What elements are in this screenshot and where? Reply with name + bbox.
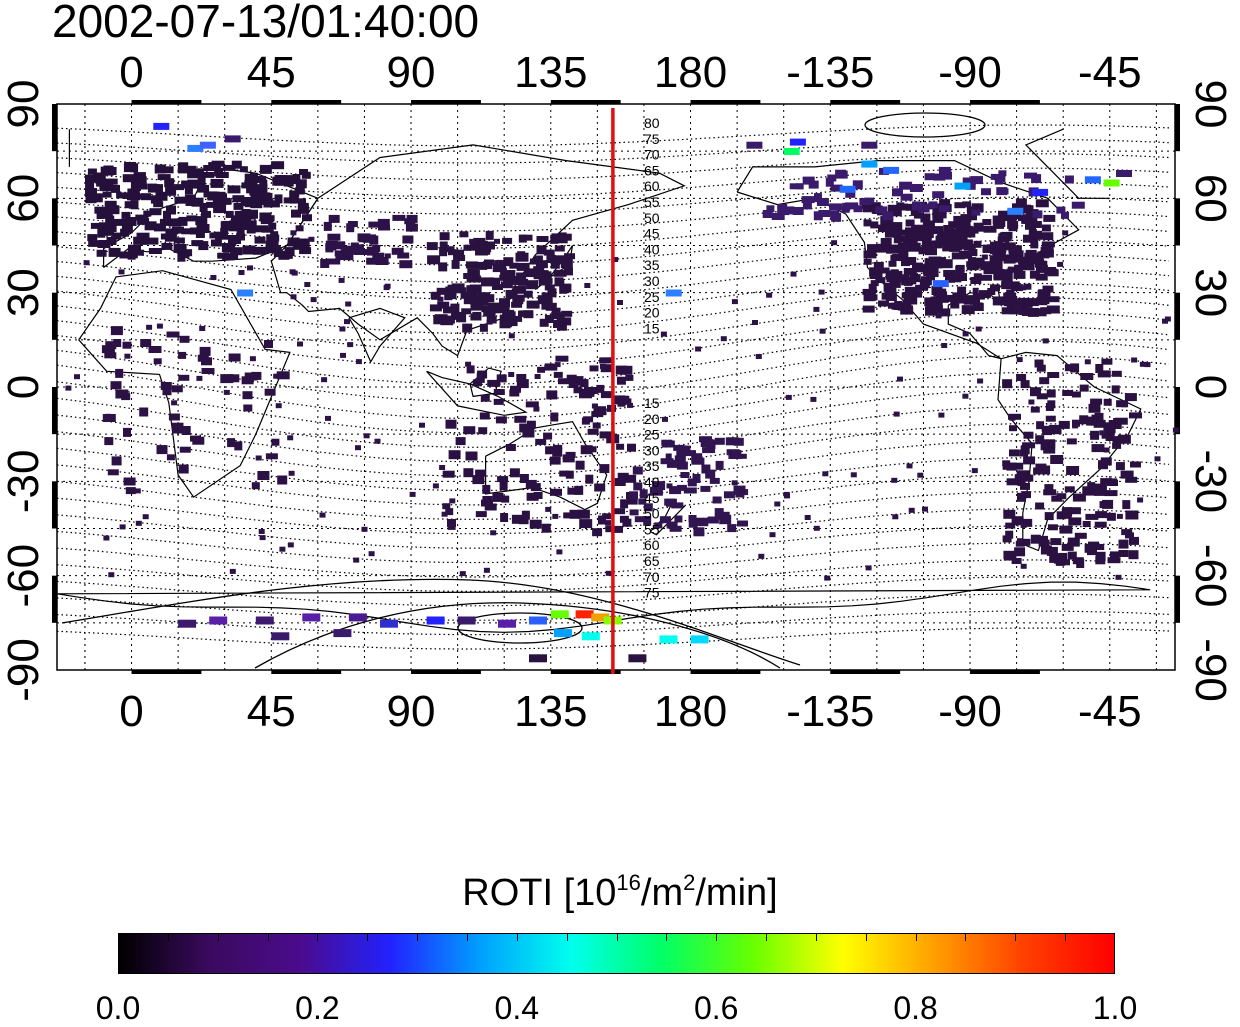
colorbar-minor-tick bbox=[766, 933, 768, 941]
top-longitude-label: 135 bbox=[514, 48, 587, 97]
contour-label-south: 30 bbox=[644, 442, 660, 458]
contour-label-south: 40 bbox=[644, 474, 660, 490]
left-latitude-label: -30 bbox=[0, 450, 48, 514]
colorbar-minor-tick bbox=[865, 933, 867, 941]
colorbar-tick-label: 1.0 bbox=[1092, 990, 1138, 1026]
contour-label-north: 35 bbox=[644, 257, 660, 273]
contour-label-north: 30 bbox=[644, 273, 660, 289]
contour-label-north: 60 bbox=[644, 178, 660, 194]
colorbar-minor-tick bbox=[965, 933, 967, 941]
contour-label-south: 50 bbox=[644, 506, 660, 522]
map-timestamp-title: 2002-07-13/01:40:00 bbox=[52, 0, 480, 47]
contour-label-south: 20 bbox=[644, 411, 660, 427]
right-latitude-label: -30 bbox=[1186, 450, 1235, 514]
colorbar-minor-tick bbox=[367, 933, 369, 941]
left-latitude-label: 90 bbox=[0, 80, 48, 129]
left-latitude-label: 30 bbox=[0, 268, 48, 317]
top-longitude-label: 45 bbox=[247, 48, 296, 97]
colorbar-minor-tick bbox=[716, 933, 718, 941]
colorbar-minor-tick bbox=[1015, 933, 1017, 941]
bottom-longitude-label: 45 bbox=[247, 687, 296, 736]
colorbar-minor-tick bbox=[815, 933, 817, 941]
top-longitude-label: 90 bbox=[387, 48, 436, 97]
top-longitude-label: 180 bbox=[654, 48, 727, 97]
map-axis-labels: 0045459090135135180180-135-135-90-90-45-… bbox=[0, 48, 1235, 736]
contour-label-south: 60 bbox=[644, 537, 660, 553]
colorbar-tick-label: 0.4 bbox=[494, 990, 540, 1026]
colorbar-minor-tick bbox=[915, 933, 917, 941]
map-frame-stripes bbox=[52, 100, 1180, 674]
right-latitude-label: 0 bbox=[1186, 375, 1235, 399]
contour-label-north: 45 bbox=[644, 226, 660, 242]
contour-label-north: 55 bbox=[644, 194, 660, 210]
colorbar-tick-label: 0.2 bbox=[295, 990, 340, 1026]
colorbar-tick-label: 0.6 bbox=[693, 990, 739, 1026]
contour-label-south: 45 bbox=[644, 490, 660, 506]
colorbar-minor-tick bbox=[417, 933, 419, 941]
contour-label-south: 35 bbox=[644, 458, 660, 474]
roti-data-cells bbox=[65, 122, 1179, 663]
colorbar-tick-label: 0.8 bbox=[893, 990, 938, 1026]
top-longitude-label: -45 bbox=[1078, 48, 1142, 97]
contour-label-south: 75 bbox=[644, 585, 660, 601]
contour-label-north: 75 bbox=[644, 131, 660, 147]
left-latitude-label: 0 bbox=[0, 375, 48, 399]
colorbar-minor-tick bbox=[217, 933, 219, 941]
left-latitude-label: -90 bbox=[0, 638, 48, 702]
contour-label-north: 70 bbox=[644, 147, 660, 163]
colorbar-minor-tick bbox=[566, 933, 568, 941]
left-latitude-label: -60 bbox=[0, 544, 48, 608]
colorbar-minor-tick bbox=[267, 933, 269, 941]
top-longitude-label: -135 bbox=[786, 48, 874, 97]
roti-world-map: 8075706560555045403530252015152025303540… bbox=[0, 48, 1235, 736]
contour-label-north: 20 bbox=[644, 305, 660, 321]
contour-labels: 8075706560555045403530252015152025303540… bbox=[644, 115, 660, 601]
contour-label-north: 50 bbox=[644, 210, 660, 226]
top-longitude-label: 0 bbox=[119, 48, 143, 97]
contour-label-north: 80 bbox=[644, 115, 660, 131]
contour-label-north: 65 bbox=[644, 162, 660, 178]
bottom-longitude-label: 135 bbox=[514, 687, 587, 736]
bottom-longitude-label: -45 bbox=[1078, 687, 1142, 736]
contour-label-south: 70 bbox=[644, 569, 660, 585]
contour-label-south: 15 bbox=[644, 395, 660, 411]
right-latitude-label: 30 bbox=[1186, 268, 1235, 317]
colorbar-minor-tick bbox=[317, 933, 319, 941]
colorbar-minor-tick bbox=[666, 933, 668, 941]
contour-label-south: 65 bbox=[644, 553, 660, 569]
right-latitude-label: -60 bbox=[1186, 544, 1235, 608]
colorbar-minor-tick bbox=[1065, 933, 1067, 941]
right-latitude-label: 60 bbox=[1186, 174, 1235, 223]
colorbar-minor-tick bbox=[516, 933, 518, 941]
contour-label-north: 25 bbox=[644, 289, 660, 305]
colorbar-tick-label: 0.0 bbox=[95, 990, 141, 1026]
contour-label-north: 15 bbox=[644, 320, 660, 336]
bottom-longitude-label: -90 bbox=[938, 687, 1002, 736]
contour-label-south: 55 bbox=[644, 521, 660, 537]
top-longitude-label: -90 bbox=[938, 48, 1002, 97]
right-latitude-label: -90 bbox=[1186, 638, 1235, 702]
colorbar-minor-tick bbox=[616, 933, 618, 941]
contour-label-south: 25 bbox=[644, 427, 660, 443]
colorbar-minor-tick bbox=[466, 933, 468, 941]
bottom-longitude-label: 90 bbox=[387, 687, 436, 736]
contour-label-north: 40 bbox=[644, 241, 660, 257]
bottom-longitude-label: 0 bbox=[119, 687, 143, 736]
bottom-longitude-label: -135 bbox=[786, 687, 874, 736]
left-latitude-label: 60 bbox=[0, 174, 48, 223]
colorbar-title: ROTI [1016/m2/min] bbox=[462, 870, 778, 914]
bottom-longitude-label: 180 bbox=[654, 687, 727, 736]
colorbar-minor-tick bbox=[167, 933, 169, 941]
right-latitude-label: 90 bbox=[1186, 80, 1235, 129]
